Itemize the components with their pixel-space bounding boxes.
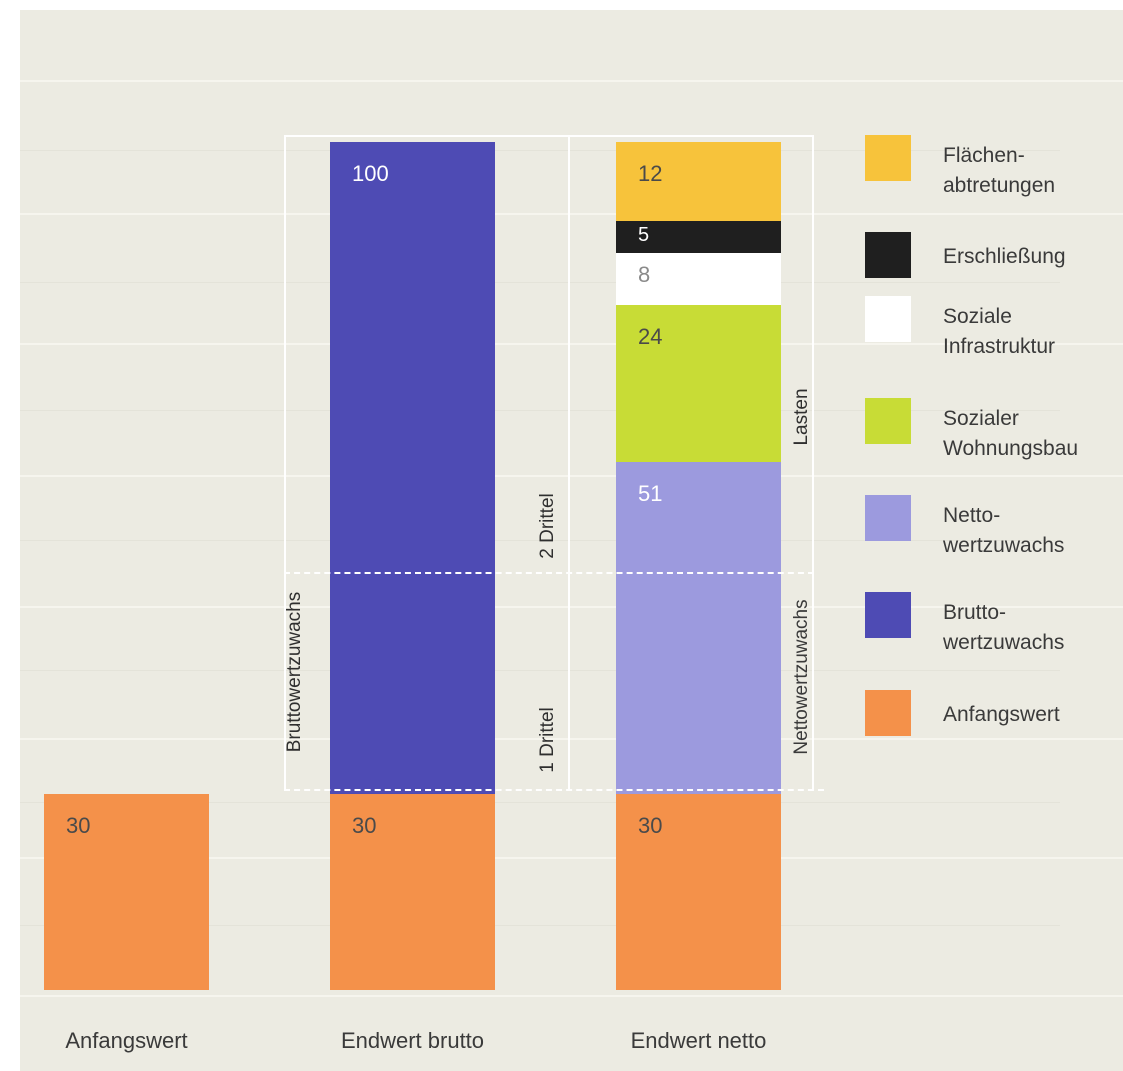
legend-label: Sozialer Wohnungsbau [943,407,1079,460]
background-rule [20,857,1123,859]
background-ghost-line [20,282,1060,283]
data-label-erschlie-ung-endwert-netto: 5 [638,223,650,246]
background-ghost-line [20,150,1060,151]
bruttowertzuwachs-bracket [284,135,286,790]
legend-label: Netto-wertzuwachs [943,504,1065,557]
bar-segment-soziale-infrastruktur-endwert-netto: 8 [616,253,781,306]
bruttowertzuwachs-label: Bruttowertzuwachs [284,591,305,753]
bar-segment-brutto-wertzuwachs-endwert-brutto: 100 [330,142,495,795]
third-divider-line [284,572,814,574]
background-ghost-line [20,925,1060,926]
lasten-label: Lasten [791,388,812,446]
bar-segment-anfangswert-endwert-brutto: 30 [330,794,495,990]
data-label-anfangswert-endwert-netto: 30 [638,813,663,839]
background-rule [20,213,1123,215]
data-label-sozialer-wohnungsbau-endwert-netto: 24 [638,324,663,350]
data-label-brutto-wertzuwachs-endwert-brutto: 100 [352,161,389,187]
lasten-bracket [812,135,814,465]
background-ghost-line [20,410,1060,411]
data-label-netto-wertzuwachs-endwert-netto: 51 [638,480,663,506]
category-label-endwert-netto: Endwert netto [630,1028,767,1053]
legend-label: Soziale Infrastruktur [943,305,1056,358]
base-dashed-line [284,789,824,791]
data-label-anfangswert-endwert-brutto: 30 [352,813,377,839]
legend-swatch [865,398,911,444]
category-label-endwert-brutto: Endwert brutto [340,1028,485,1053]
legend-label: Anfangswert [943,703,1060,726]
nettowertzuwachs-label: Nettowertzuwachs [791,599,812,755]
data-label-anfangswert-anfangswert: 30 [66,813,91,839]
ein-drittel-label: 1 Drittel [537,707,558,773]
legend-label: Brutto-wertzuwachs [943,601,1065,654]
bar-segment-erschlie-ung-endwert-netto: 5 [616,220,781,254]
background-ghost-line [20,670,1060,671]
top-dashed-line [284,135,814,137]
legend-label: Erschließung [943,245,1066,268]
drittel-bracket [568,135,570,790]
bar-segment-anfangswert-anfangswert: 30 [44,794,209,990]
background-rule [20,475,1123,477]
nettowertzuwachs-bracket [812,465,814,790]
background-ghost-line [20,540,1060,541]
legend-swatch [865,495,911,541]
bar-segment-netto-wertzuwachs-endwert-netto: 51 [616,461,781,795]
legend-swatch [865,296,911,342]
background-rule [20,80,1123,82]
background-rule [20,995,1123,997]
legend-swatch [865,690,911,736]
category-label-anfangswert: Anfangswert [65,1028,188,1053]
background-rule [20,738,1123,740]
legend-swatch [865,592,911,638]
legend-swatch [865,232,911,278]
background-rule [20,606,1123,608]
bar-segment-anfangswert-endwert-netto: 30 [616,794,781,990]
data-label-fl-chen-abtretungen-endwert-netto: 12 [638,161,663,187]
zwei-drittel-label: 2 Drittel [537,493,558,559]
data-label-soziale-infrastruktur-endwert-netto: 8 [638,262,651,288]
background-rule [20,343,1123,345]
legend-swatch [865,135,911,181]
bar-segment-sozialer-wohnungsbau-endwert-netto: 24 [616,305,781,462]
chart-area: 30 30 30 100 51 24 8 5 12 Bruttowertzuwachs 2 Dr… [20,10,1123,1071]
legend-label: Flächen-abtretungen [943,144,1056,197]
bar-segment-fl-chen-abtretungen-endwert-netto: 12 [616,142,781,221]
background-ghost-line [20,802,1060,803]
